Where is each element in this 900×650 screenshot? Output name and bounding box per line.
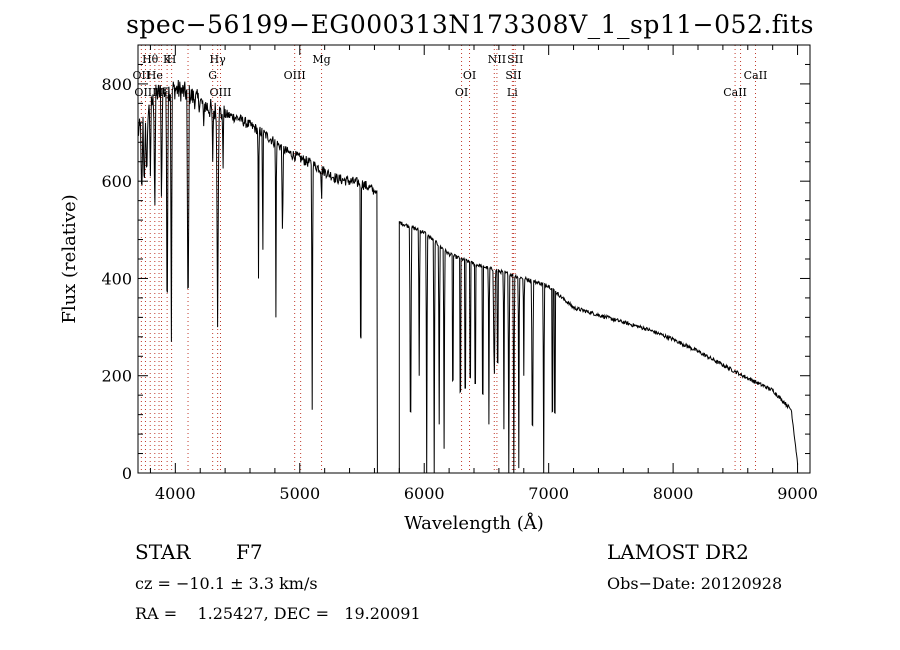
line-marker-label: Hθ (142, 53, 159, 66)
y-tick-label: 0 (122, 464, 132, 483)
line-marker-label: OI (463, 69, 476, 82)
chart-title: spec−56199−EG000313N173308V_1_sp11−052.f… (126, 10, 814, 39)
x-tick-label: 8000 (653, 484, 694, 503)
x-tick-label: 4000 (155, 484, 196, 503)
line-marker-label: H (167, 53, 177, 66)
spectrum-line-group (137, 79, 799, 474)
obs-date: Obs−Date: 20120928 (607, 574, 783, 593)
x-tick-label: 7000 (528, 484, 569, 503)
x-tick-label: 5000 (279, 484, 320, 503)
object-class: STAR (135, 540, 191, 564)
line-marker-label: NII (488, 53, 506, 66)
line-marker-label: CaII (723, 86, 747, 99)
line-marker-label: OII (133, 69, 151, 82)
line-marker-label: K (163, 53, 172, 66)
plot-frame (137, 44, 811, 474)
line-marker-label: OIII (134, 86, 156, 99)
object-subclass: F7 (236, 540, 263, 564)
y-tick-label: 800 (101, 75, 132, 94)
line-markers (140, 45, 756, 473)
spectrum-line (137, 79, 378, 474)
y-tick-label: 200 (101, 367, 132, 386)
survey-label: LAMOST DR2 (607, 540, 749, 564)
line-marker-label: OIII (284, 69, 306, 82)
x-axis-label: Wavelength (Å) (404, 512, 544, 534)
line-marker-label: Hξ (154, 86, 170, 99)
y-tick-label: 600 (101, 172, 132, 191)
line-marker-label: SII (507, 53, 523, 66)
axes: 4000 5000 6000 7000 8000 9000 0 200 400 600 800 (101, 44, 818, 503)
coordinates-line: RA = 1.25427, DEC = 19.20091 (135, 604, 421, 623)
line-marker-labels: OII OIII Hθ He Hξ KH G Hγ OIII OIII Mg OI OI NII Li SII… (133, 53, 768, 99)
line-marker-label: He (147, 69, 163, 82)
x-tick-label: 6000 (404, 484, 445, 503)
line-marker-label: Mg (312, 53, 330, 66)
line-marker-label: Hγ (210, 53, 227, 66)
y-axis-label: Flux (relative) (59, 194, 80, 323)
spectrum-line (398, 221, 799, 474)
line-marker-label: CaII (744, 69, 768, 82)
x-tick-label: 9000 (777, 484, 818, 503)
line-marker-label: OIII (209, 86, 231, 99)
line-marker-label: Li (507, 86, 518, 99)
line-marker-label: OI (455, 86, 468, 99)
line-marker-label: SII (505, 69, 521, 82)
y-tick-label: 400 (101, 269, 132, 288)
redshift-line: cz = −10.1 ± 3.3 km/s (135, 574, 318, 593)
line-marker-label: G (208, 69, 217, 82)
